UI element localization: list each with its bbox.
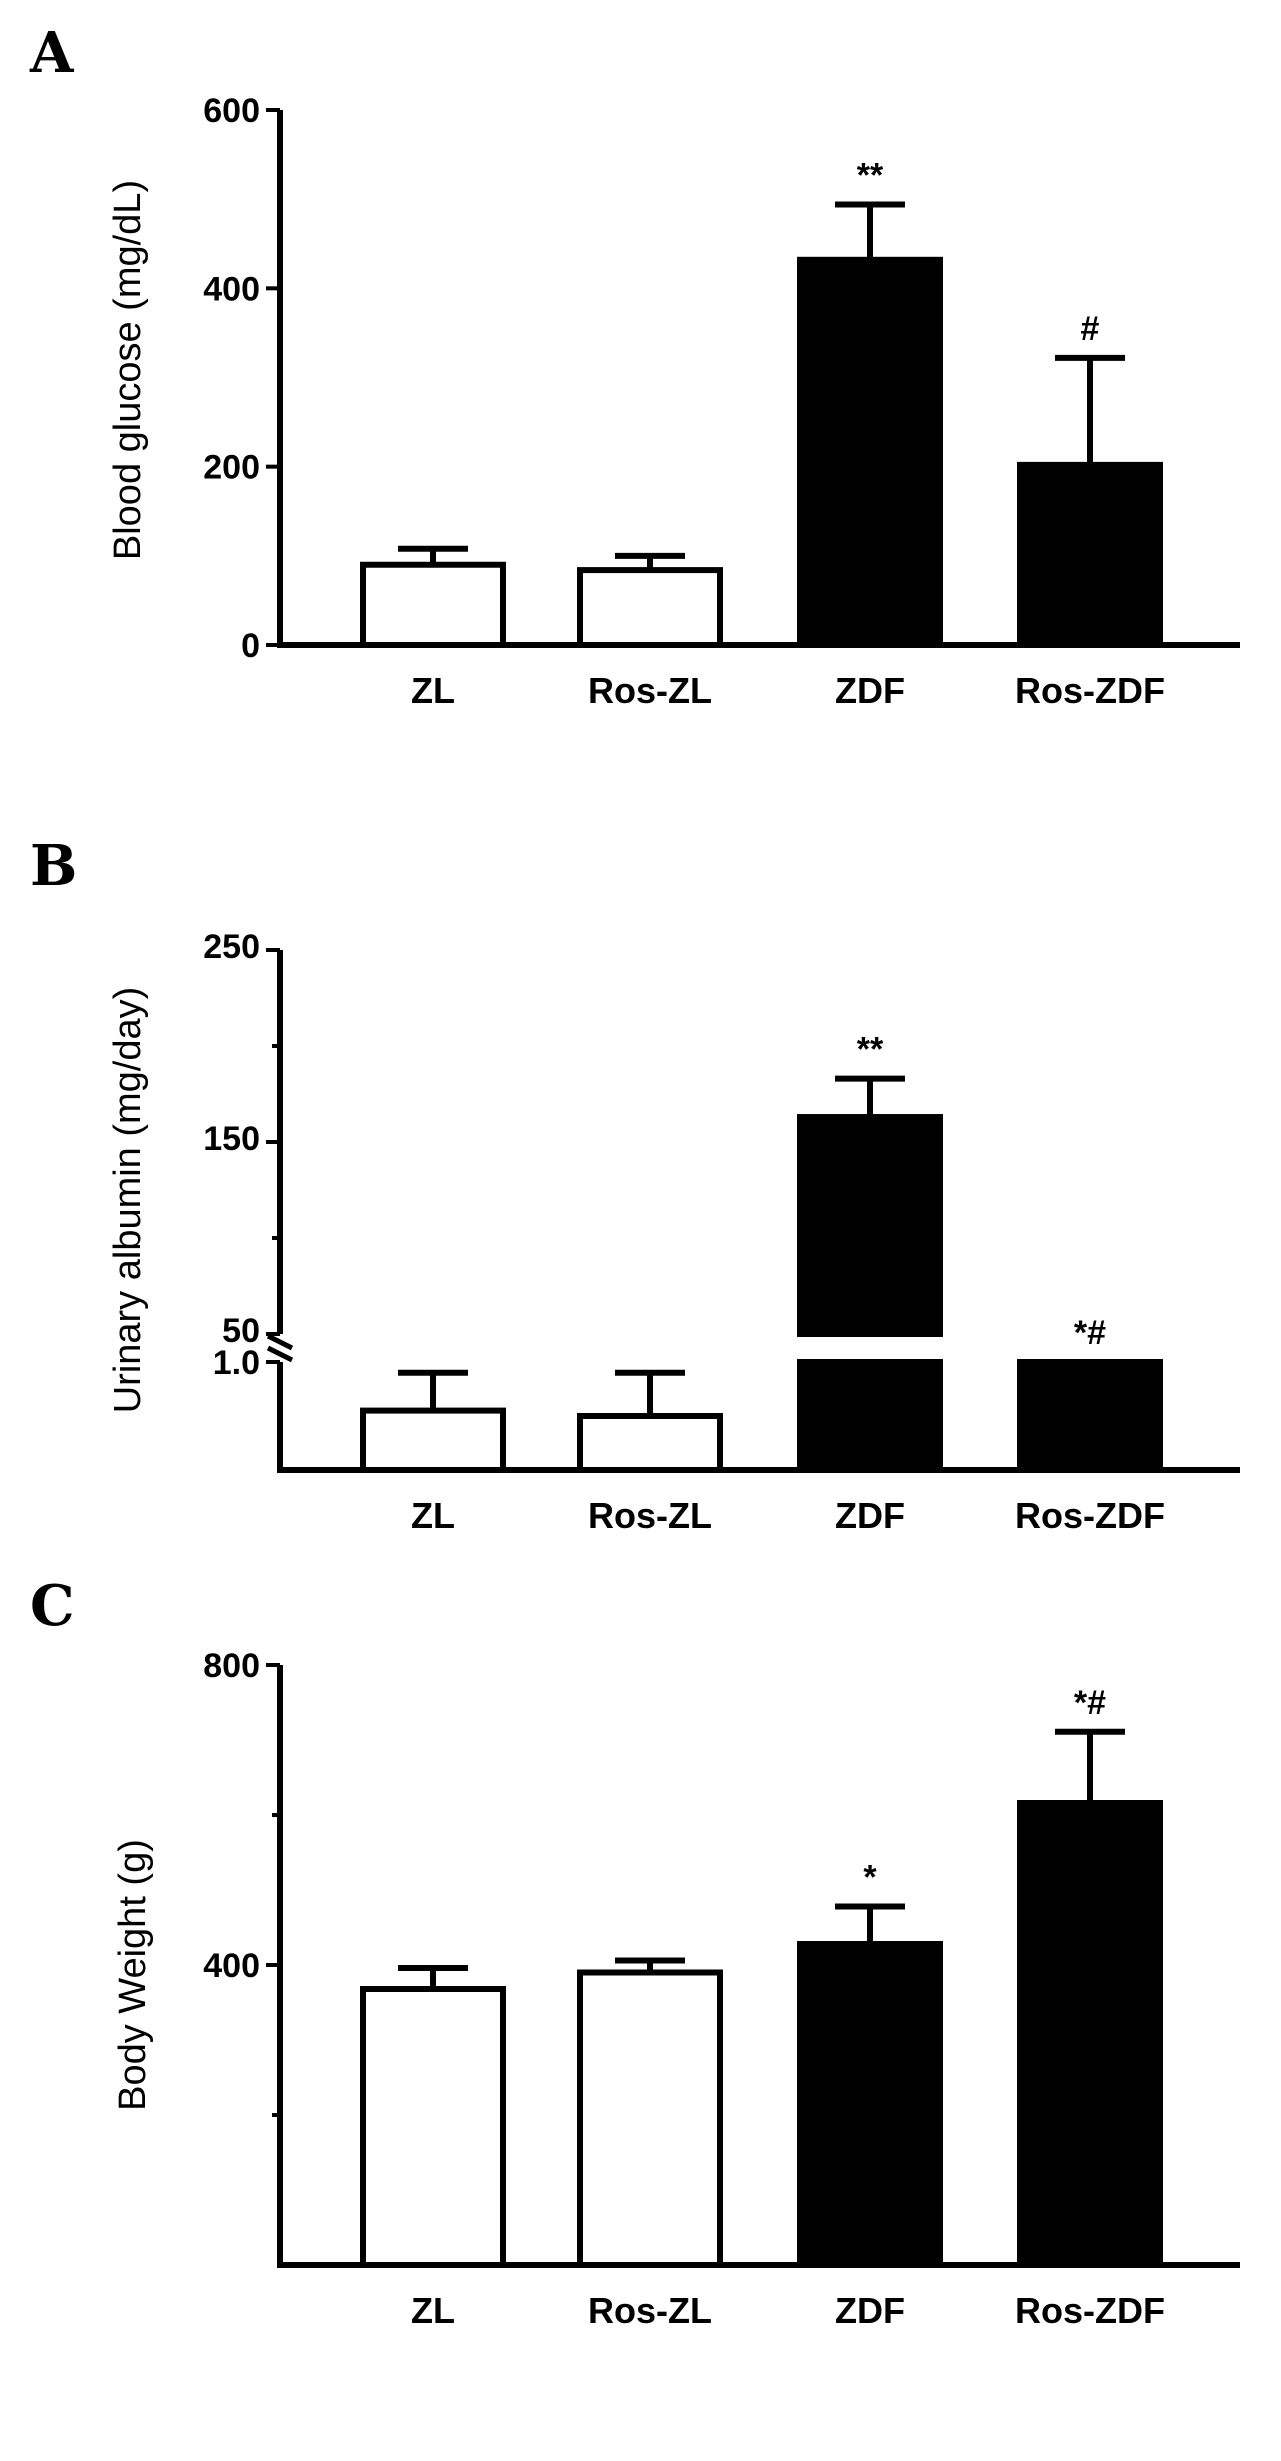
bar-upper-segment (797, 1114, 943, 1338)
bar (797, 256, 943, 648)
bar (360, 561, 506, 648)
category-label: ZDF (835, 2290, 905, 2331)
panel-a-y-axis-title: Blood glucose (mg/dL) (107, 180, 149, 560)
bar (1017, 1800, 1163, 2268)
bar (577, 1413, 723, 1473)
panel-c-letter: C (30, 1573, 75, 1639)
category-label: Ros-ZL (588, 1495, 712, 1536)
significance-label: # (1081, 310, 1100, 348)
category-label: Ros-ZL (588, 2290, 712, 2331)
y-tick-label: 800 (203, 1647, 260, 1685)
bar (797, 1941, 943, 2268)
bar-lower-segment (797, 1359, 943, 1473)
category-label: ZL (411, 1495, 455, 1536)
panel-c-plot: 400 800 ZL Ros-ZL * ZDF *# Ros-ZDF (203, 1647, 1240, 2331)
significance-label: ** (857, 157, 884, 195)
panel-a-plot: 0 200 400 600 ZL Ros-ZL ** ZDF # Ros-ZDF (203, 92, 1240, 711)
y-tick-label: 600 (203, 92, 260, 130)
panel-b-y-axis-title: Urinary albumin (mg/day) (107, 987, 149, 1414)
category-label: Ros-ZDF (1015, 2290, 1165, 2331)
panel-a-blood-glucose: A Blood glucose (mg/dL) 0 200 400 600 ZL Ros-… (29, 20, 1240, 711)
y-tick-label: 0 (241, 627, 260, 665)
bar (577, 567, 723, 648)
bar (1017, 1359, 1163, 1473)
y-tick-label: 50 (222, 1312, 260, 1350)
bar (1017, 461, 1163, 648)
category-label: Ros-ZL (588, 670, 712, 711)
category-label: Ros-ZDF (1015, 670, 1165, 711)
significance-label: * (863, 1859, 877, 1897)
significance-label: *# (1074, 1684, 1106, 1722)
y-tick-label: 400 (203, 1947, 260, 1985)
bar (360, 1407, 506, 1473)
bar (360, 1986, 506, 2268)
y-tick-label: 400 (203, 270, 260, 308)
panel-c-body-weight: C Body Weight (g) 400 800 ZL Ros-ZL * ZDF *# Ro… (30, 1573, 1240, 2331)
y-tick-label: 1.0 (213, 1344, 260, 1382)
y-tick-label: 150 (203, 1120, 260, 1158)
significance-label: ** (857, 1031, 884, 1069)
axis-break-mark (266, 1333, 294, 1363)
panel-b-urinary-albumin: B Urinary albumin (mg/day) 1.050 150 250 ZL… (30, 833, 1240, 1536)
significance-label: *# (1074, 1314, 1106, 1352)
category-label: ZDF (835, 670, 905, 711)
category-label: ZDF (835, 1495, 905, 1536)
y-tick-label: 200 (203, 449, 260, 487)
bar (577, 1969, 723, 2268)
y-tick-label: 250 (203, 928, 260, 966)
category-label: ZL (411, 670, 455, 711)
panel-b-plot: 1.050 150 250 ZL Ros-ZL ** ZDF *# Ros-ZDF (203, 928, 1240, 1536)
category-label: Ros-ZDF (1015, 1495, 1165, 1536)
panel-c-y-axis-title: Body Weight (g) (112, 1839, 154, 2111)
category-label: ZL (411, 2290, 455, 2331)
panel-a-letter: A (29, 20, 75, 86)
panel-b-letter: B (30, 833, 77, 899)
